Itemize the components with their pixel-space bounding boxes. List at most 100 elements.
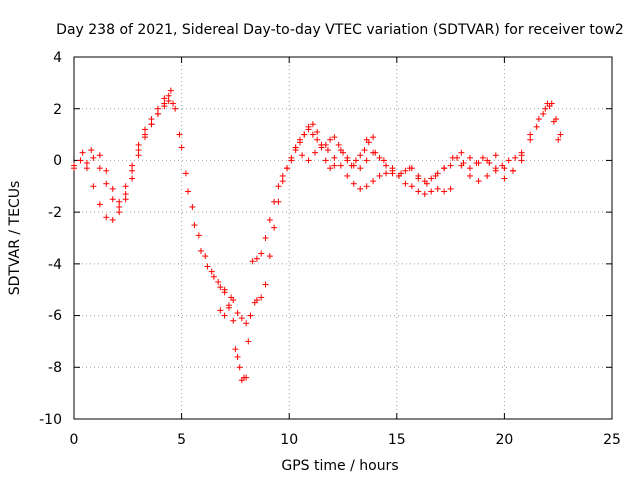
data-point — [337, 147, 344, 154]
data-point — [309, 131, 316, 138]
series-sat-d — [217, 297, 254, 384]
data-point — [253, 255, 260, 262]
data-point — [96, 152, 103, 159]
data-point — [279, 178, 286, 185]
data-point — [148, 121, 155, 128]
grid-lines — [74, 57, 612, 419]
data-point — [109, 216, 116, 223]
data-point — [363, 183, 370, 190]
data-marks — [71, 87, 564, 384]
series-sat-a — [71, 87, 174, 223]
data-point — [376, 154, 383, 161]
data-point — [279, 172, 286, 179]
data-point — [475, 160, 482, 167]
data-point — [245, 338, 252, 345]
data-point — [275, 198, 282, 205]
data-point — [301, 131, 308, 138]
data-point — [258, 250, 265, 257]
data-point — [236, 364, 243, 371]
data-point — [363, 136, 370, 143]
data-point — [271, 224, 278, 231]
data-point — [357, 185, 364, 192]
data-point — [247, 312, 254, 319]
data-point — [210, 273, 217, 280]
data-point — [350, 180, 357, 187]
data-point — [363, 157, 370, 164]
data-point — [195, 232, 202, 239]
data-point — [352, 157, 359, 164]
axis-ticks — [73, 56, 613, 420]
data-point — [475, 178, 482, 185]
data-point — [518, 157, 525, 164]
data-point — [221, 312, 228, 319]
x-tick-label: 0 — [70, 432, 79, 448]
x-tick-label: 5 — [177, 432, 186, 448]
data-point — [129, 167, 136, 174]
data-point — [204, 263, 211, 270]
data-point — [90, 183, 97, 190]
data-point — [466, 154, 473, 161]
data-point — [182, 170, 189, 177]
data-point — [527, 136, 534, 143]
data-point — [232, 346, 239, 353]
data-point — [221, 286, 228, 293]
data-point — [402, 180, 409, 187]
data-point — [234, 353, 241, 360]
plot-frame — [73, 56, 613, 420]
data-point — [122, 191, 129, 198]
data-point — [331, 162, 338, 169]
series-sat-e — [225, 299, 258, 327]
data-point — [135, 141, 142, 148]
data-point — [428, 175, 435, 182]
data-point — [383, 162, 390, 169]
series-sat-i — [337, 147, 525, 185]
data-point — [466, 172, 473, 179]
data-point — [83, 165, 90, 172]
y-tick-label: -8 — [48, 360, 62, 376]
data-point — [555, 136, 562, 143]
data-point — [501, 175, 508, 182]
data-point — [415, 175, 422, 182]
data-point — [314, 128, 321, 135]
data-point — [103, 167, 110, 174]
data-point — [122, 183, 129, 190]
data-point — [389, 165, 396, 172]
y-tick-label: -4 — [48, 257, 62, 273]
data-point — [88, 147, 95, 154]
data-point — [357, 165, 364, 172]
x-tick-label: 15 — [388, 432, 406, 448]
data-point — [449, 154, 456, 161]
data-point — [305, 157, 312, 164]
data-point — [492, 152, 499, 159]
data-point — [383, 170, 390, 177]
data-point — [512, 154, 519, 161]
data-point — [441, 188, 448, 195]
data-point — [275, 183, 282, 190]
y-tick-label: 0 — [53, 153, 62, 169]
data-point — [122, 196, 129, 203]
series-sat-j — [363, 103, 562, 187]
data-point — [217, 307, 224, 314]
data-point — [71, 162, 77, 169]
data-point — [225, 304, 232, 311]
data-point — [167, 87, 174, 94]
data-point — [215, 278, 222, 285]
data-point — [344, 172, 351, 179]
data-point — [142, 126, 149, 133]
data-point — [331, 134, 338, 141]
data-point — [327, 165, 334, 172]
data-point — [406, 165, 413, 172]
data-point — [176, 131, 183, 138]
data-point — [96, 201, 103, 208]
x-axis-label: GPS time / hours — [281, 458, 398, 474]
data-point — [540, 110, 547, 117]
data-point — [165, 97, 172, 104]
data-point — [135, 147, 142, 154]
x-tick-label: 10 — [280, 432, 298, 448]
data-point — [243, 374, 250, 381]
data-point — [202, 253, 209, 260]
data-point — [327, 136, 334, 143]
data-point — [421, 191, 428, 198]
data-point — [154, 110, 161, 117]
data-point — [434, 185, 441, 192]
